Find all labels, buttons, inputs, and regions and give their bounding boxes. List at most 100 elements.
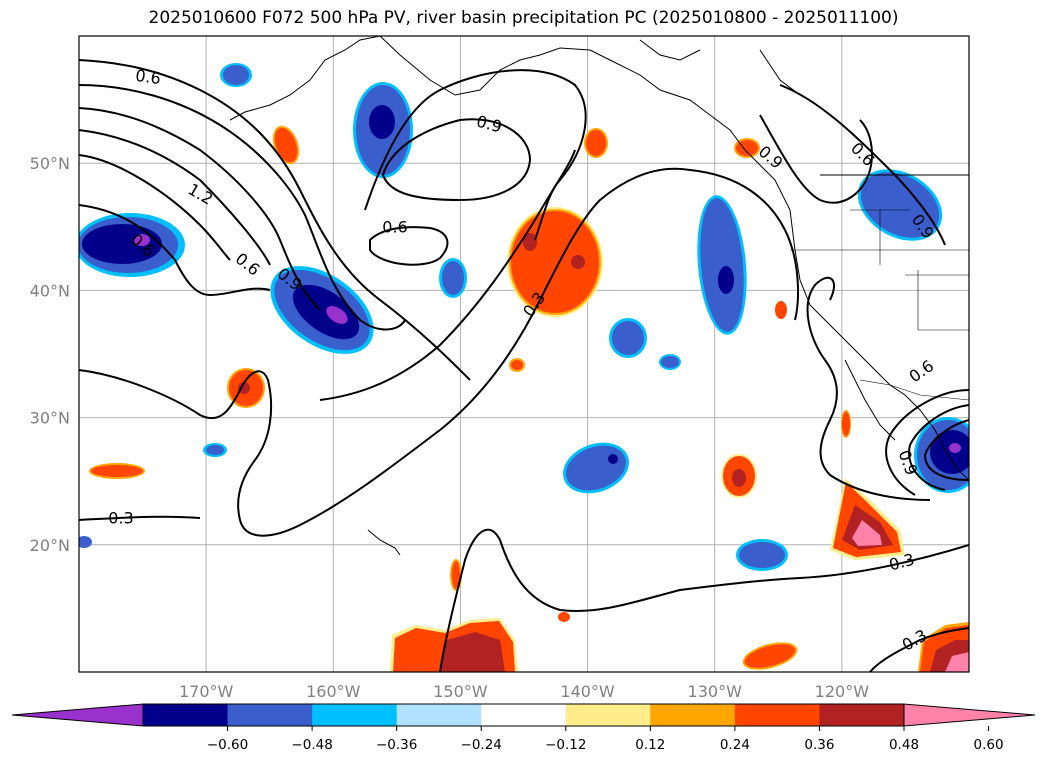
alaska-coastline [229,36,381,121]
lat-tick-label: 20°N [30,536,70,555]
colorbar-tick-label: −0.12 [545,737,586,753]
colorbar-extend-high [903,703,1036,727]
pv-contour [439,528,969,672]
contour-label: 0.3 [108,509,133,528]
pv-contour [79,167,799,537]
colorbar-tick-label: −0.36 [376,737,417,753]
precip-blob [718,266,734,294]
precip-blob [206,445,224,455]
lon-tick-label: 150°W [433,682,488,701]
precip-blob [700,198,744,332]
lon-tick-label: 120°W [815,682,870,701]
baja-coastline [844,359,896,441]
pv-contour [79,59,471,381]
pv-contour [79,129,271,266]
precip-blob [945,652,969,672]
map-background [79,36,969,672]
colorbar-tick-label: 0.36 [804,737,834,753]
state-border [917,270,969,331]
colorbar-segment [227,704,313,726]
precip-blob [369,105,395,139]
axis-labels: 170°W 160°W 150°W 140°W 130°W 120°W 20°N 30°N 40… [30,154,870,701]
pv-contour [806,276,931,501]
colorbar-tick-label: −0.48 [291,737,332,753]
precip-blob [442,261,464,295]
lon-tick-label: 160°W [306,682,361,701]
na-coastline [379,36,969,481]
lat-tick-label: 30°N [30,409,70,428]
colorbar-segment [143,704,229,726]
map-frame [78,35,970,673]
precip-blob [91,465,143,477]
precip-blob [586,130,606,156]
lat-tick-label: 40°N [30,281,70,300]
precip-blob [523,233,537,251]
colorbar-tick-label: 0.48 [889,737,919,753]
lon-tick-label: 170°W [179,682,234,701]
precip-blob [736,140,758,156]
precip-blob [238,382,250,394]
precip-shading [79,63,969,672]
pv-contour [908,404,969,491]
pv-contour [79,107,321,311]
pv-contour [869,627,969,672]
contour-label: 0.6 [134,66,162,88]
colorbar-tick-label: −0.24 [461,737,502,753]
precip-positive-blobs [89,125,969,672]
precip-blob [223,65,249,85]
pv-contour [319,149,576,401]
precip-blob [842,412,850,436]
precip-negative-blobs [79,63,969,571]
precip-blob [739,542,785,568]
precip-blob [558,612,570,622]
lon-tick-label: 140°W [560,682,615,701]
pv-contours [79,59,969,672]
pv-contour [885,389,969,496]
precip-blob [860,172,940,238]
precip-blob [852,520,882,546]
precip-blob [134,234,150,246]
colorbar-segment [650,704,736,726]
colorbar-segment [481,704,567,726]
pv-contour [369,226,449,266]
colorbar-tick-label: 0.60 [974,737,1004,753]
precip-blob [511,360,523,370]
precip-blob [79,536,92,548]
pv-contour [79,515,201,521]
precip-blob [612,321,644,355]
precip-blob [326,306,348,324]
precip-blob [452,561,460,589]
colorbar-segment [312,704,398,726]
colorbar-extend-low [11,703,144,727]
colorbar-tick-label: −0.60 [207,737,248,753]
precip-blob [511,211,599,313]
colorbar-tick-label: 0.24 [720,737,750,753]
lon-tick-label: 130°W [688,682,743,701]
colorbar-tick-label: 0.12 [635,737,665,753]
pv-contour [381,118,532,202]
contour-label: 0.6 [382,218,407,237]
page-title: 2025010600 F072 500 hPa PV, river basin … [148,8,899,28]
colorbar-segment [734,704,820,726]
precip-blob [732,469,746,487]
precip-blob [949,443,961,453]
us-mexico-border [859,379,969,401]
pv-contour [79,204,271,297]
pv-contour [79,84,406,331]
precip-blob [274,127,298,163]
coastlines [229,36,969,556]
pv-contour [779,84,946,246]
pv-contour [79,154,231,261]
colorbar-segment [396,704,482,726]
precip-blob [661,356,679,368]
colorbar-segment [819,704,905,726]
precip-blob [930,430,969,474]
colorbar-segment [565,704,651,726]
pv-contour [759,114,873,204]
precip-blob [440,632,505,672]
precip-blob [608,454,618,464]
precip-blob [744,644,796,668]
precip-blob [775,301,787,319]
lat-tick-label: 50°N [30,154,70,173]
